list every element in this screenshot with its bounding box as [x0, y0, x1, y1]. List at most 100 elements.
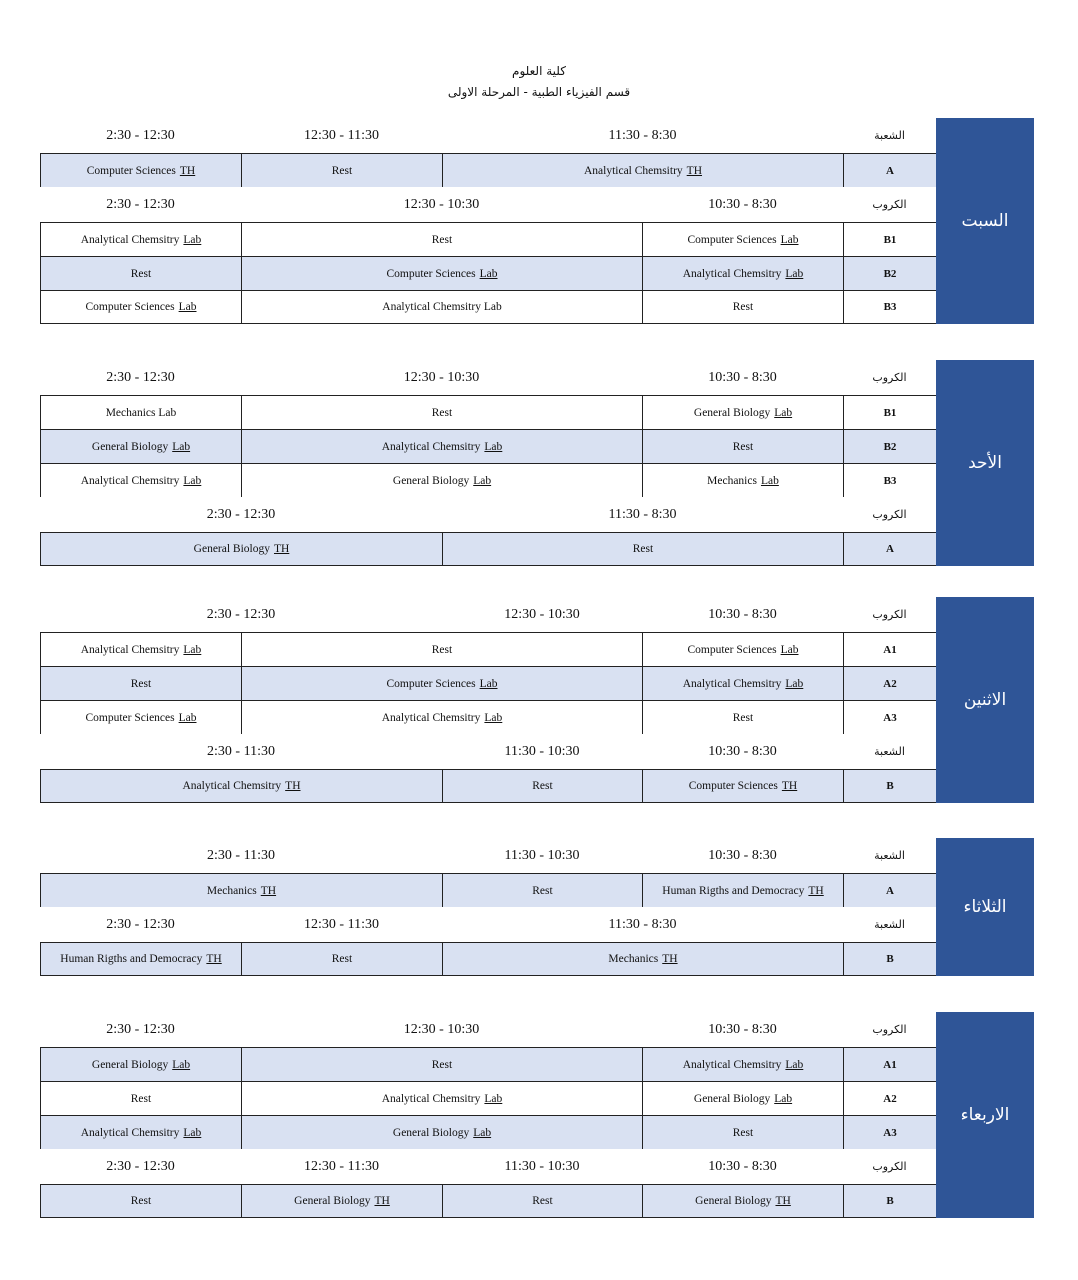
class-cell: Analytical Chemsitry Lab [642, 1047, 843, 1081]
class-cell: Analytical Chemsitry TH [442, 153, 843, 187]
day-section: السبت الشعبة 11:30 - 8:30 12:30 - 11:30 2:30… [40, 118, 1034, 324]
class-cell: General Biology TH [642, 1184, 843, 1218]
subject-name: Analytical Chemsitry [381, 440, 481, 453]
class-cell: Computer Sciences Lab [642, 222, 843, 256]
class-cell: Rest [442, 769, 642, 803]
group-code: B [843, 1184, 936, 1218]
subject-name: 10:30 - 8:30 [708, 196, 777, 212]
group-code: A1 [843, 1047, 936, 1081]
subject-name: Computer Sciences [687, 643, 777, 656]
subject-name: 11:30 - 8:30 [608, 916, 677, 932]
subject-name: 2:30 - 12:30 [106, 1021, 175, 1037]
group-code: B3 [843, 290, 936, 324]
subject-name: 2:30 - 12:30 [106, 1158, 175, 1174]
class-cell: Rest [40, 1081, 241, 1115]
subject-name: General Biology [695, 1195, 772, 1207]
group-header-label: الكروب [872, 1160, 907, 1173]
session-type: TH [662, 953, 678, 965]
subject-name: 10:30 - 8:30 [708, 1021, 777, 1037]
group-header-label: الشعبة [874, 849, 905, 862]
session-type: Lab [183, 1126, 202, 1139]
time-slot-header: 11:30 - 10:30 [442, 838, 642, 873]
class-cell: General Biology Lab [241, 1115, 642, 1149]
time-slot-header: 2:30 - 12:30 [40, 1012, 241, 1047]
time-slot-header: 12:30 - 10:30 [241, 1012, 642, 1047]
time-slot-header: 10:30 - 8:30 [642, 1012, 843, 1047]
subject-name: Computer Sciences [85, 711, 175, 724]
session-type: Lab [172, 1058, 191, 1071]
class-cell: Rest [40, 1184, 241, 1218]
session-type: Lab [473, 474, 492, 487]
subject-name: Rest [431, 1058, 453, 1071]
session-type: Lab [774, 406, 793, 419]
day-label: السبت [936, 118, 1034, 324]
session-type: TH [374, 1195, 390, 1207]
session-type: Lab [760, 474, 779, 487]
time-slot-header: 2:30 - 12:30 [40, 597, 442, 632]
class-cell: Computer Sciences Lab [241, 256, 642, 290]
time-slot-header: 10:30 - 8:30 [642, 597, 843, 632]
class-cell: Rest [40, 256, 241, 290]
subject-name: Rest [431, 643, 453, 656]
subject-name: 11:30 - 10:30 [504, 847, 580, 863]
subject-name: General Biology [294, 1195, 371, 1207]
subject-name: 12:30 - 10:30 [504, 606, 580, 622]
subject-name: Computer Sciences [86, 164, 176, 177]
session-type: Lab [178, 301, 197, 313]
session-type: Lab [785, 1058, 804, 1071]
class-cell: Rest [442, 1184, 642, 1218]
session-type: Lab [785, 677, 804, 690]
group-code: A1 [843, 632, 936, 666]
session-type: TH [686, 164, 703, 177]
subject-name: Mechanics [608, 953, 659, 965]
class-cell: Computer Sciences TH [642, 769, 843, 803]
group-header-label: الكروب [872, 1023, 907, 1036]
group-code: A [843, 532, 936, 566]
time-slot-header: 2:30 - 12:30 [40, 1149, 241, 1184]
class-cell: General Biology TH [241, 1184, 442, 1218]
subject-name: 2:30 - 11:30 [207, 847, 275, 863]
time-slot-header: 10:30 - 8:30 [642, 1149, 843, 1184]
session-type: Lab [484, 711, 503, 724]
group-code: A2 [843, 666, 936, 700]
class-cell: Mechanics TH [40, 873, 442, 907]
day-table: الكروب 10:30 - 8:30 12:30 - 10:30 2:30 - 12… [40, 597, 936, 803]
subject-name: Rest [732, 301, 754, 313]
group-code: A2 [843, 1081, 936, 1115]
class-cell: Computer Sciences Lab [40, 700, 241, 734]
session-type: TH [260, 884, 277, 897]
subject-name: 10:30 - 8:30 [708, 1158, 777, 1174]
session-type: TH [285, 780, 301, 792]
class-cell: Analytical Chemsitry Lab [241, 1081, 642, 1115]
class-cell: Analytical Chemsitry Lab [241, 700, 642, 734]
subject-name: Computer Sciences [85, 301, 175, 313]
day-section: الأحد الكروب 10:30 - 8:30 12:30 - 10:30 2:30… [40, 360, 1034, 566]
subject-name: 12:30 - 10:30 [403, 1021, 480, 1037]
class-cell: Rest [642, 700, 843, 734]
class-cell: General Biology Lab [40, 1047, 241, 1081]
class-cell: Analytical Chemsitry Lab [241, 429, 642, 463]
subject-name: Analytical Chemsitry [80, 474, 180, 487]
subject-name: General Biology [91, 1058, 169, 1071]
subject-name: Human Rigths and Democracy [60, 953, 203, 965]
class-cell: Mechanics Lab [642, 463, 843, 497]
class-cell: Analytical Chemsitry TH [40, 769, 442, 803]
group-code: B3 [843, 463, 936, 497]
subject-name: Mechanics Lab [105, 406, 177, 419]
subject-name: Mechanics [707, 474, 757, 487]
class-cell: Computer Sciences Lab [40, 290, 241, 324]
class-cell: Rest [241, 632, 642, 666]
faculty-title: كلية العلوم [512, 64, 566, 78]
session-type: TH [781, 780, 798, 792]
group-header-label: الكروب [872, 508, 907, 521]
session-type: Lab [178, 711, 197, 724]
day-label: الأحد [936, 360, 1034, 566]
subject-name: General Biology [693, 406, 771, 419]
class-cell: Rest [241, 153, 442, 187]
class-cell: Rest [241, 1047, 642, 1081]
subject-name: 2:30 - 12:30 [206, 606, 276, 622]
subject-name: Rest [130, 1092, 152, 1105]
subject-name: 12:30 - 10:30 [403, 369, 480, 385]
class-cell: General Biology Lab [642, 395, 843, 429]
class-cell: Computer Sciences Lab [241, 666, 642, 700]
